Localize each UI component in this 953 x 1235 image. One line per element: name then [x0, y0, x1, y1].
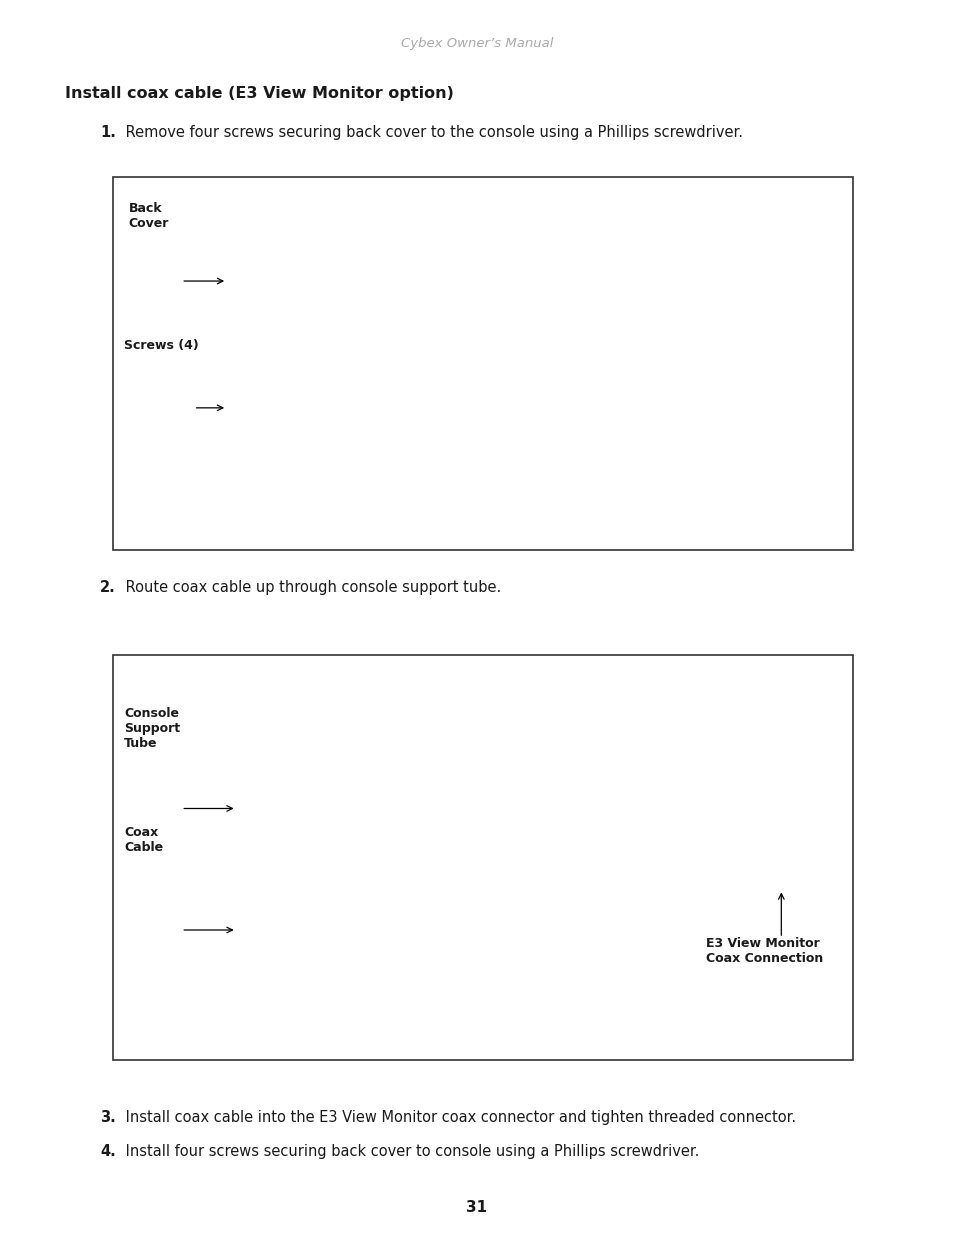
- Bar: [112, 177, 852, 550]
- Text: Screws (4): Screws (4): [124, 340, 198, 352]
- Text: Coax
Cable: Coax Cable: [124, 826, 163, 853]
- Text: 2.: 2.: [100, 580, 116, 595]
- Text: 31: 31: [466, 1200, 487, 1215]
- Text: Route coax cable up through console support tube.: Route coax cable up through console supp…: [121, 580, 501, 595]
- Bar: [112, 655, 852, 1060]
- Text: Install coax cable into the E3 View Monitor coax connector and tighten threaded : Install coax cable into the E3 View Moni…: [121, 1110, 796, 1125]
- Text: Install four screws securing back cover to console using a Phillips screwdriver.: Install four screws securing back cover …: [121, 1144, 699, 1158]
- Text: Console
Support
Tube: Console Support Tube: [124, 708, 180, 750]
- Text: 4.: 4.: [100, 1144, 116, 1158]
- Text: Cybex Owner’s Manual: Cybex Owner’s Manual: [400, 37, 553, 49]
- Text: 1.: 1.: [100, 125, 116, 140]
- Text: 3.: 3.: [100, 1110, 116, 1125]
- Text: Remove four screws securing back cover to the console using a Phillips screwdriv: Remove four screws securing back cover t…: [121, 125, 742, 140]
- Text: E3 View Monitor
Coax Connection: E3 View Monitor Coax Connection: [705, 937, 822, 965]
- Text: Back
Cover: Back Cover: [129, 203, 169, 230]
- Text: Install coax cable (E3 View Monitor option): Install coax cable (E3 View Monitor opti…: [65, 86, 454, 101]
